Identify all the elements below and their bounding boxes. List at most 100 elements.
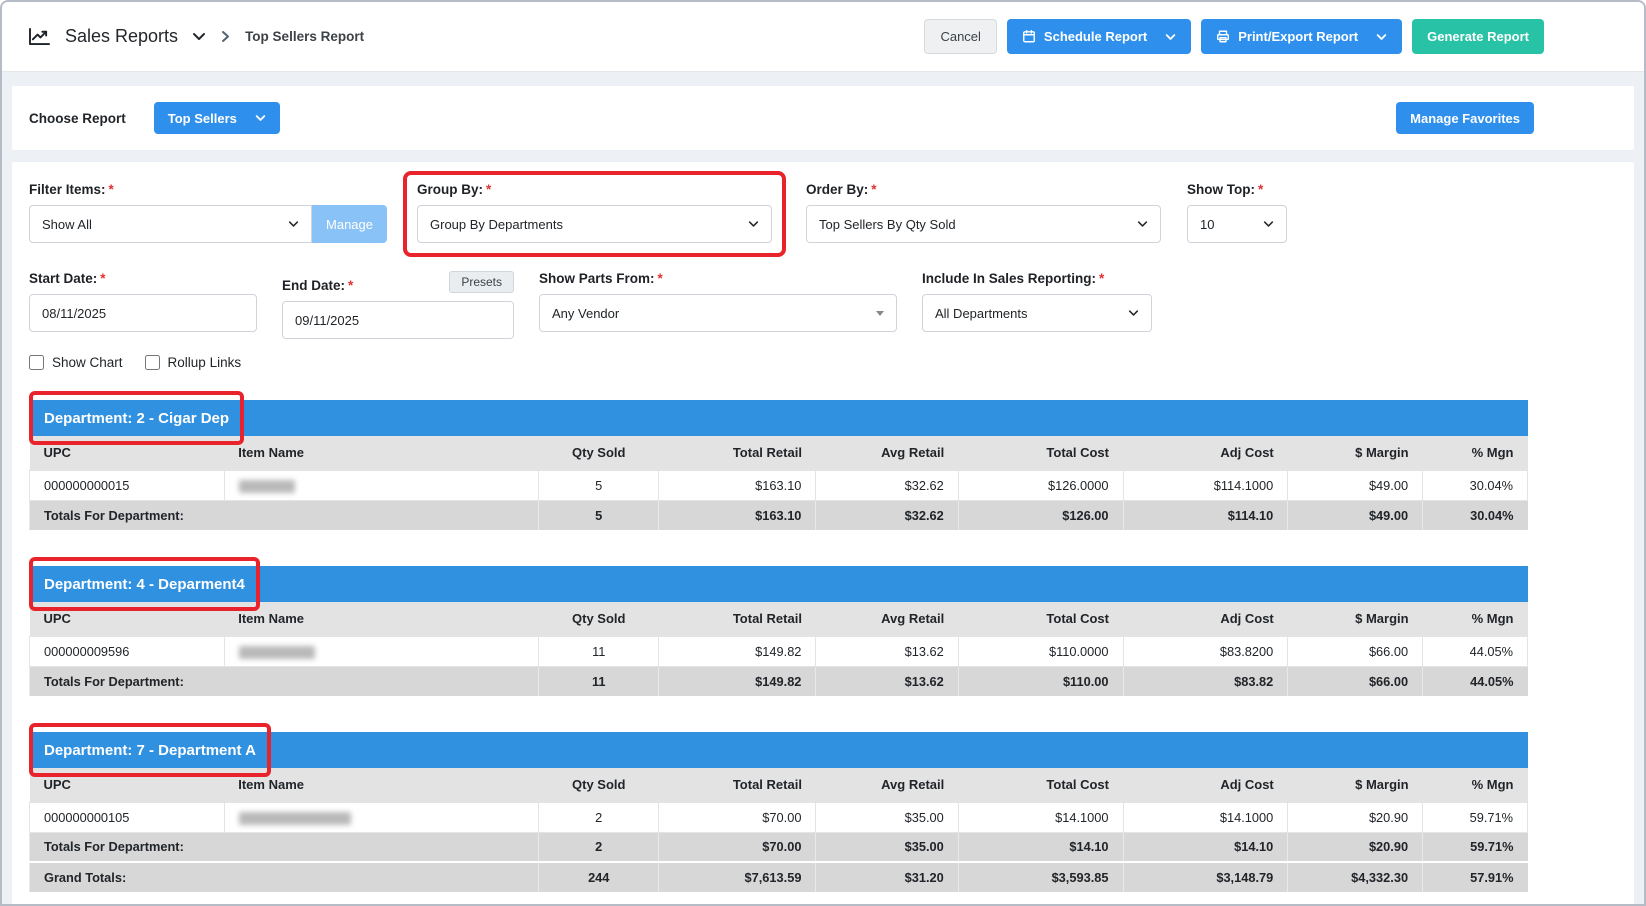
department-title: Department: 4 - Deparment4 xyxy=(44,576,245,593)
pct-mgn-cell: 30.04% xyxy=(1423,470,1528,500)
order-by-select[interactable]: Top Sellers By Qty Sold xyxy=(806,205,1161,243)
item-name-redacted xyxy=(239,480,295,493)
header-actions: Cancel Schedule Report Print xyxy=(924,19,1544,54)
start-date-input[interactable] xyxy=(29,294,257,332)
adj-cost-grand: $3,148.79 xyxy=(1123,862,1288,892)
col-total-retail: Total Retail xyxy=(659,602,816,636)
required-asterisk: * xyxy=(1258,182,1263,197)
col-margin: $ Margin xyxy=(1288,768,1423,802)
col-total-cost: Total Cost xyxy=(958,436,1123,470)
department-totals-row: Totals For Department: 5 $163.10 $32.62 … xyxy=(30,500,1528,530)
grand-totals-row: Grand Totals: 244 $7,613.59 $31.20 $3,59… xyxy=(30,862,1528,892)
qty-sold-total: 5 xyxy=(539,500,659,530)
cancel-button[interactable]: Cancel xyxy=(924,19,996,54)
print-export-report-button[interactable]: Print/Export Report xyxy=(1201,19,1402,54)
include-in-sales-select[interactable]: All Departments xyxy=(922,294,1152,332)
show-top-field: Show Top:* 10 xyxy=(1187,182,1287,243)
start-date-label: Start Date:* xyxy=(29,271,257,286)
rollup-links-checkbox[interactable] xyxy=(145,355,160,370)
col-total-retail: Total Retail xyxy=(659,436,816,470)
col-item-name: Item Name xyxy=(224,768,539,802)
col-total-retail: Total Retail xyxy=(659,768,816,802)
department-section-1: Department: 2 - Cigar Dep UPC Item Name … xyxy=(29,400,1528,530)
total-retail-total: $149.82 xyxy=(659,666,816,696)
col-avg-retail: Avg Retail xyxy=(816,436,958,470)
totals-label: Totals For Department: xyxy=(30,832,539,862)
department-title: Department: 7 - Department A xyxy=(44,742,256,759)
group-by-field: Group By:* Group By Departments xyxy=(417,182,772,243)
col-adj-cost: Adj Cost xyxy=(1123,602,1288,636)
order-by-label: Order By:* xyxy=(806,182,1161,197)
manage-favorites-button[interactable]: Manage Favorites xyxy=(1396,102,1534,134)
item-name-cell xyxy=(224,636,539,666)
department-section-2: Department: 4 - Deparment4 UPC Item Name… xyxy=(29,566,1528,696)
total-retail-total: $70.00 xyxy=(659,832,816,862)
department-title: Department: 2 - Cigar Dep xyxy=(44,410,229,427)
avg-retail-total: $13.62 xyxy=(816,666,958,696)
col-total-cost: Total Cost xyxy=(958,602,1123,636)
show-chart-checkbox[interactable] xyxy=(29,355,44,370)
show-chart-option[interactable]: Show Chart xyxy=(29,355,123,370)
report-type-dropdown[interactable]: Top Sellers xyxy=(154,102,280,134)
chevron-right-icon xyxy=(220,29,231,44)
table-row: 000000000015 5 $163.10 $32.62 $126.0000 … xyxy=(30,470,1528,500)
col-item-name: Item Name xyxy=(224,602,539,636)
include-in-sales-label: Include In Sales Reporting:* xyxy=(922,271,1152,286)
manage-filter-button[interactable]: Manage xyxy=(312,205,387,243)
col-item-name: Item Name xyxy=(224,436,539,470)
avg-retail-cell: $32.62 xyxy=(816,470,958,500)
show-parts-from-select[interactable]: Any Vendor xyxy=(539,294,897,332)
chevron-down-icon xyxy=(1263,219,1274,229)
main-content: Choose Report Top Sellers Manage Favorit… xyxy=(2,72,1644,906)
grand-totals-label: Grand Totals: xyxy=(30,862,539,892)
breadcrumb-root[interactable]: Sales Reports xyxy=(65,26,178,47)
show-parts-from-field: Show Parts From:* Any Vendor xyxy=(539,271,897,332)
generate-report-button[interactable]: Generate Report xyxy=(1412,19,1544,54)
department-table: UPC Item Name Qty Sold Total Retail Avg … xyxy=(29,768,1528,892)
col-margin: $ Margin xyxy=(1288,602,1423,636)
totals-label: Totals For Department: xyxy=(30,666,539,696)
total-retail-grand: $7,613.59 xyxy=(659,862,816,892)
margin-cell: $49.00 xyxy=(1288,470,1423,500)
start-date-field: Start Date:* xyxy=(29,271,257,332)
adj-cost-cell: $14.1000 xyxy=(1123,802,1288,832)
adj-cost-cell: $83.8200 xyxy=(1123,636,1288,666)
item-name-redacted xyxy=(239,646,315,659)
adj-cost-total: $14.10 xyxy=(1123,832,1288,862)
required-asterisk: * xyxy=(658,271,663,286)
required-asterisk: * xyxy=(109,182,114,197)
schedule-report-button[interactable]: Schedule Report xyxy=(1007,19,1191,54)
page-header: Sales Reports Top Sellers Report Cancel xyxy=(2,2,1644,72)
margin-cell: $66.00 xyxy=(1288,636,1423,666)
group-by-select[interactable]: Group By Departments xyxy=(417,205,772,243)
department-header-bar: Department: 4 - Deparment4 xyxy=(29,566,1528,602)
pct-mgn-cell: 44.05% xyxy=(1423,636,1528,666)
end-date-input[interactable] xyxy=(282,301,514,339)
pct-mgn-total: 44.05% xyxy=(1423,666,1528,696)
rollup-links-option[interactable]: Rollup Links xyxy=(145,355,242,370)
show-top-select[interactable]: 10 xyxy=(1187,205,1287,243)
chevron-down-icon xyxy=(255,113,266,123)
chevron-down-icon xyxy=(1165,32,1176,42)
sales-reports-app: Sales Reports Top Sellers Report Cancel xyxy=(0,0,1646,906)
calendar-icon xyxy=(1022,29,1036,44)
show-top-label: Show Top:* xyxy=(1187,182,1287,197)
adj-cost-total: $83.82 xyxy=(1123,666,1288,696)
highlight-box: Department: 7 - Department A xyxy=(29,723,271,777)
highlight-box: Department: 4 - Deparment4 xyxy=(29,557,260,611)
margin-grand: $4,332.30 xyxy=(1288,862,1423,892)
chevron-down-icon[interactable] xyxy=(192,30,206,43)
total-retail-cell: $163.10 xyxy=(659,470,816,500)
pct-mgn-total: 59.71% xyxy=(1423,832,1528,862)
filter-items-select[interactable]: Show All xyxy=(29,205,312,243)
report-card: Filter Items:* Show All Manage Group xyxy=(12,162,1634,906)
department-totals-row: Totals For Department: 2 $70.00 $35.00 $… xyxy=(30,832,1528,862)
group-by-label: Group By:* xyxy=(417,182,772,197)
required-asterisk: * xyxy=(1099,271,1104,286)
presets-button[interactable]: Presets xyxy=(449,271,514,293)
dropdown-triangle-icon xyxy=(876,311,884,316)
required-asterisk: * xyxy=(486,182,491,197)
col-pct-mgn: % Mgn xyxy=(1423,436,1528,470)
department-header-bar: Department: 7 - Department A xyxy=(29,732,1528,768)
item-name-redacted xyxy=(239,812,351,825)
